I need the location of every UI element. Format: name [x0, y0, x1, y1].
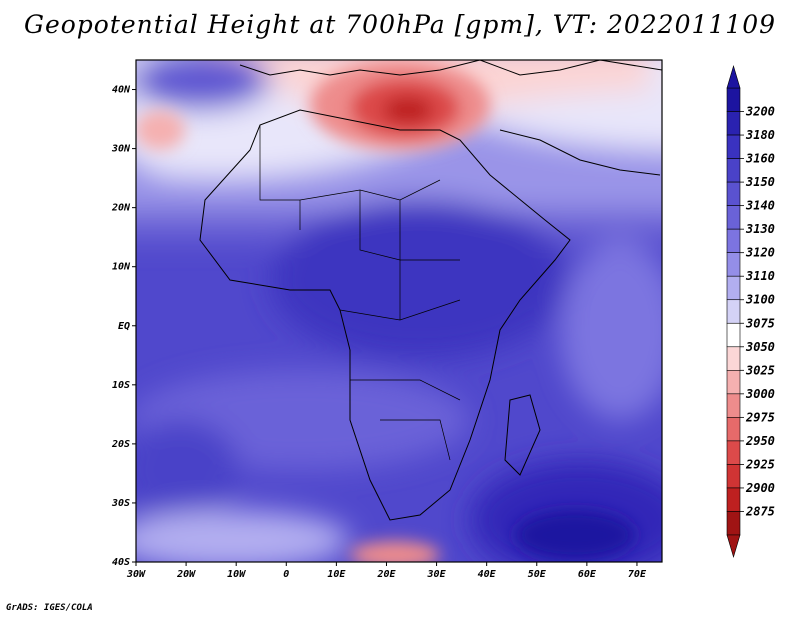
lat-tick-label: 30N — [111, 144, 131, 155]
colorbar-level-label: 2900 — [745, 481, 775, 495]
south-pink-spot — [350, 541, 440, 562]
country-borders — [259, 125, 461, 461]
lon-tick-label: 10W — [227, 569, 246, 580]
colorbar-level-label: 3120 — [745, 246, 775, 260]
madagascar-coast — [504, 394, 541, 476]
colorbar-level-label: 2975 — [745, 410, 775, 424]
colorbar-swatch — [726, 417, 741, 442]
colorbar-swatch — [726, 487, 741, 512]
sw-atlantic-low — [136, 420, 240, 520]
colorbar-level-label: 3100 — [745, 293, 775, 307]
colorbar-level-label: 2875 — [745, 504, 775, 518]
colorbar-min-arrow — [726, 534, 741, 559]
longitude-axis: 30W 20W 10W 0 10E 20E 30E 40E 50E 60E 70E — [126, 562, 647, 580]
colorbar-swatch — [726, 511, 741, 536]
colorbar-level-label: 3025 — [745, 363, 775, 377]
lat-tick-label: 20S — [111, 439, 130, 450]
lon-tick-label: 60E — [578, 569, 597, 580]
map-title: Geopotential Height at 700hPa [gpm], VT:… — [23, 10, 777, 39]
colorbar-level-label: 3200 — [745, 105, 775, 119]
height-field — [136, 60, 662, 562]
lon-tick-label: 20W — [176, 569, 196, 580]
atlantic-low — [136, 60, 270, 110]
colorbar-level-label: 3160 — [745, 152, 775, 166]
europe-coast — [239, 60, 662, 76]
colorbar-swatch — [726, 370, 741, 395]
lon-tick-label: 40E — [478, 569, 497, 580]
colorbar: 3200 3180 3160 3150 3140 3130 3120 3110 3100 3075… — [726, 64, 775, 559]
colorbar-level-label: 3140 — [745, 199, 775, 213]
colorbar-swatch — [726, 134, 741, 159]
lat-tick-label: 40S — [112, 557, 130, 568]
colorbar-swatch — [726, 111, 741, 136]
asia-coast — [499, 129, 661, 176]
southern-light — [136, 510, 350, 562]
lon-tick-label: 30E — [427, 569, 447, 580]
lon-tick-label: 0 — [283, 569, 289, 580]
plot-frame — [135, 59, 663, 563]
lat-tick-label: EQ — [118, 321, 130, 332]
colorbar-swatch — [726, 205, 741, 230]
colorbar-swatch — [726, 228, 741, 253]
lat-tick-label: 10N — [112, 262, 131, 273]
colorbar-swatch — [726, 393, 741, 418]
med-ridge-core — [383, 96, 433, 124]
colorbar-swatch — [726, 275, 741, 301]
colorbar-swatch — [726, 158, 741, 183]
lat-tick-label: 20N — [111, 203, 131, 214]
colorbar-level-label: 2925 — [745, 457, 775, 471]
lon-tick-label: 20E — [376, 569, 396, 580]
indian-deep-core — [515, 510, 635, 560]
colorbar-swatch — [726, 322, 741, 348]
colorbar-swatch — [726, 299, 741, 324]
colorbar-swatch — [726, 346, 741, 371]
arabian-sea — [560, 240, 662, 420]
colorbar-swatch — [726, 464, 741, 489]
coastlines — [199, 60, 662, 521]
colorbar-level-label: 3180 — [745, 128, 775, 142]
lon-tick-label: 30W — [126, 569, 146, 580]
colorbar-level-label: 3075 — [745, 316, 775, 330]
colorbar-level-label: 2950 — [745, 434, 775, 448]
colorbar-swatch — [726, 87, 741, 112]
lon-tick-label: 50E — [528, 569, 547, 580]
colorbar-level-label: 3130 — [745, 222, 775, 236]
colorbar-swatch — [726, 181, 741, 206]
colorbar-swatch — [726, 440, 741, 465]
latitude-axis: 40N 30N 20N 10N EQ 10S 20S 30S 40S — [111, 85, 136, 568]
colorbar-level-label: 3000 — [745, 387, 775, 401]
lon-tick-label: 10E — [327, 569, 346, 580]
central-trough — [270, 200, 570, 360]
colorbar-level-label: 3150 — [745, 175, 775, 189]
credit-label: GrADS: IGES/COLA — [6, 603, 93, 613]
africa-coast — [199, 109, 571, 521]
colorbar-max-arrow — [726, 64, 741, 89]
colorbar-level-label: 3050 — [745, 340, 775, 354]
atlantic-pink-spot — [136, 110, 185, 150]
lat-tick-label: 30S — [111, 498, 130, 509]
colorbar-swatch — [726, 252, 741, 277]
lat-tick-label: 10S — [112, 380, 130, 391]
colorbar-level-label: 3110 — [745, 269, 775, 283]
lon-tick-label: 70E — [628, 569, 647, 580]
lat-tick-label: 40N — [112, 85, 131, 96]
